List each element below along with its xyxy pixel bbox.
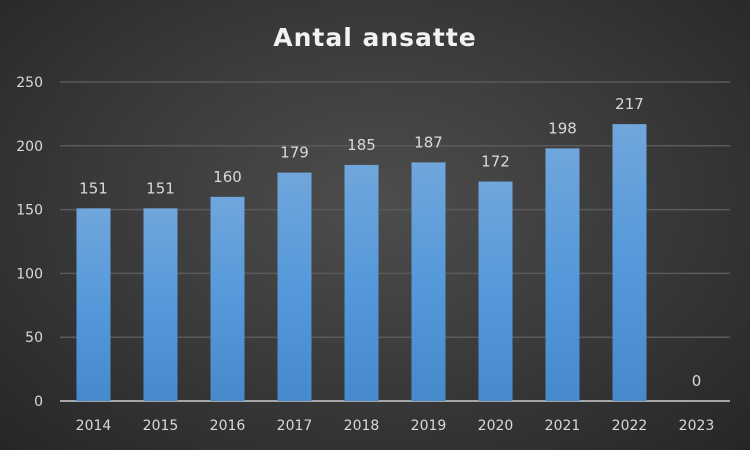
bar-2021: [545, 148, 580, 401]
data-label: 151: [146, 179, 175, 197]
x-tick-label: 2023: [679, 418, 715, 434]
bar-2015: [143, 208, 178, 401]
x-tick-label: 2016: [210, 418, 246, 434]
data-label: 172: [481, 153, 510, 171]
data-label: 179: [280, 144, 309, 162]
bar-2014: [76, 208, 111, 401]
data-label: 198: [548, 119, 577, 137]
data-label: 0: [692, 372, 702, 390]
y-tick-label: 200: [16, 139, 43, 155]
x-tick-label: 2015: [143, 418, 179, 434]
bar-2022: [612, 124, 647, 401]
y-tick-label: 250: [16, 75, 43, 91]
bar-2017: [277, 172, 312, 401]
y-tick-label: 100: [16, 266, 43, 282]
bar-2016: [210, 196, 245, 401]
x-tick-label: 2020: [478, 418, 514, 434]
x-tick-label: 2014: [76, 418, 112, 434]
data-label: 185: [347, 136, 376, 154]
data-label: 217: [615, 95, 644, 113]
data-label: 187: [414, 133, 443, 151]
x-tick-label: 2019: [411, 418, 447, 434]
x-tick-label: 2017: [277, 418, 313, 434]
bar-2018: [344, 164, 379, 401]
data-label: 160: [213, 168, 242, 186]
y-tick-label: 50: [25, 330, 43, 346]
chart-title: Antal ansatte: [273, 23, 477, 52]
x-tick-label: 2022: [612, 418, 648, 434]
data-label: 151: [79, 179, 108, 197]
y-tick-label: 150: [16, 203, 43, 219]
x-tick-label: 2018: [344, 418, 380, 434]
x-tick-label: 2021: [545, 418, 581, 434]
y-tick-label: 0: [34, 394, 43, 410]
bar-2020: [478, 181, 513, 401]
bar-2019: [411, 162, 446, 401]
